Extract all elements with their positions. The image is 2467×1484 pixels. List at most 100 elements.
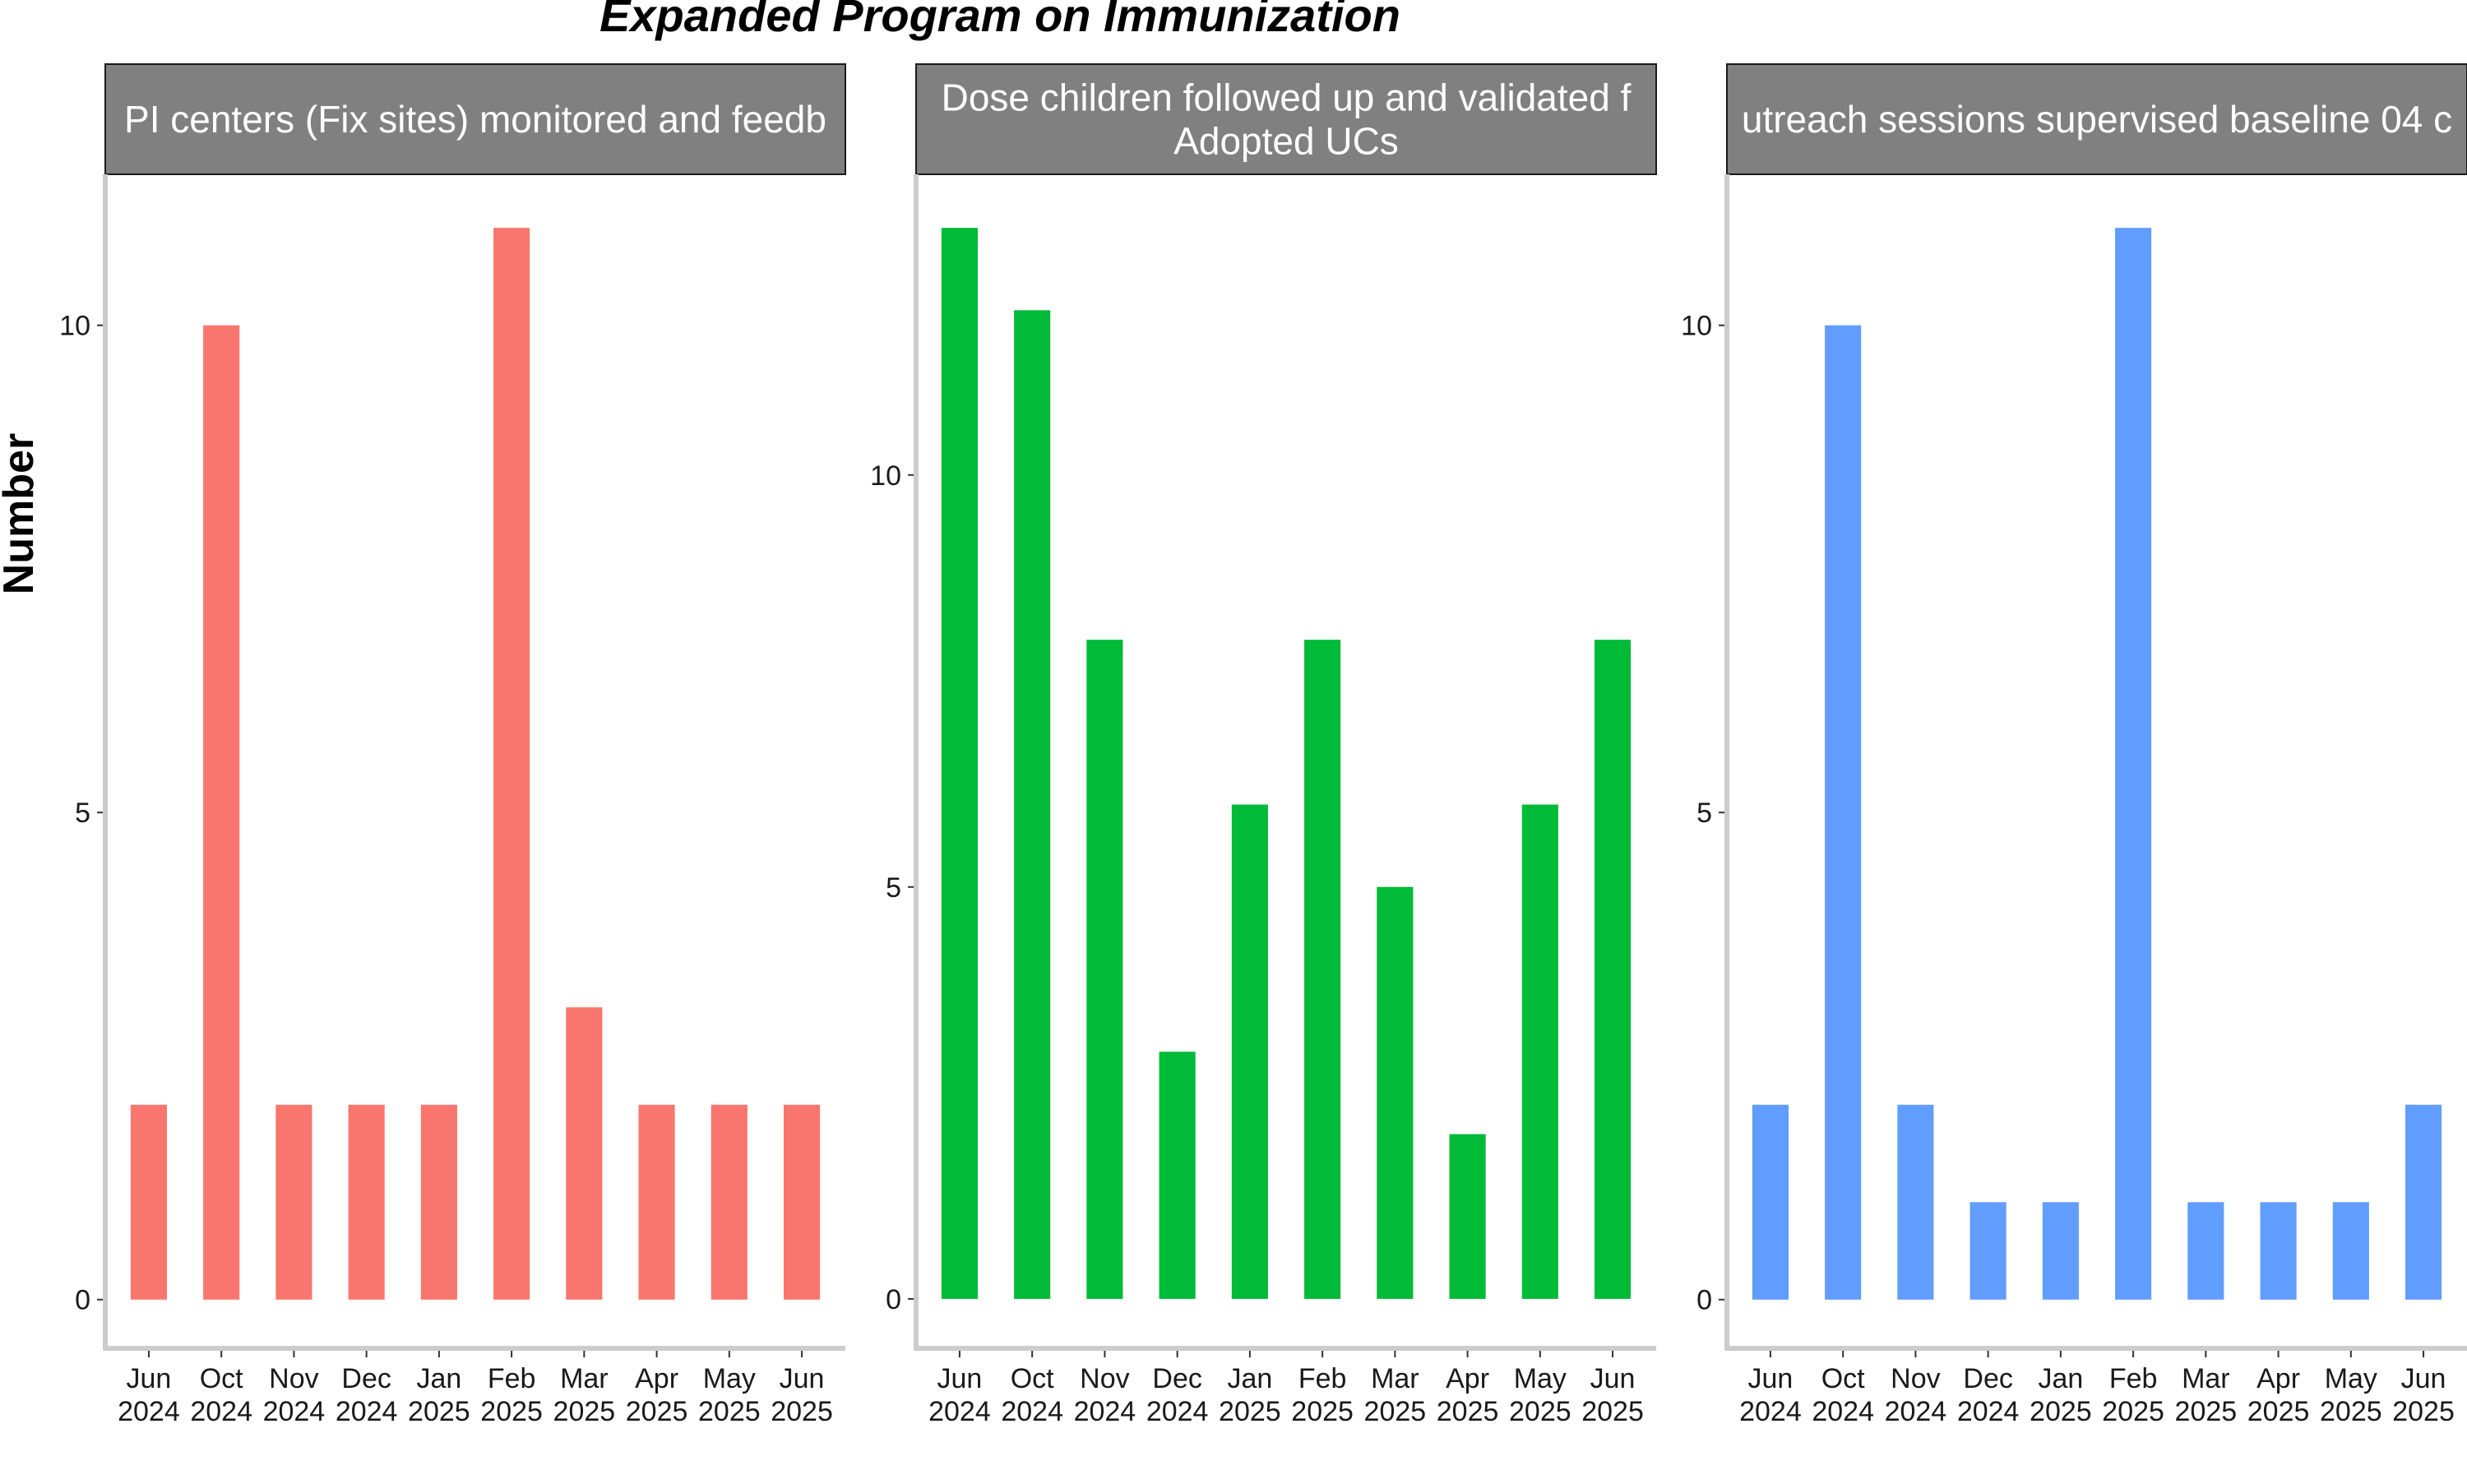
bar <box>784 1104 821 1300</box>
y-tick-label: 5 <box>1696 797 1712 829</box>
y-tick-label: 5 <box>886 872 901 904</box>
x-tick-label: 2025 <box>553 1396 616 1427</box>
bar <box>203 325 240 1300</box>
x-tick-label: Nov <box>1891 1363 1940 1394</box>
x-tick-label: Jun <box>2401 1363 2446 1394</box>
bar <box>1969 1202 2006 1300</box>
x-tick-label: 2025 <box>626 1396 688 1427</box>
x-tick-label: 2025 <box>2392 1396 2455 1427</box>
x-tick-label: Jan <box>416 1363 461 1394</box>
x-tick-label: 2025 <box>2102 1396 2164 1427</box>
bar <box>2260 1202 2297 1300</box>
facet-panels: PI centers (Fix sites) monitored and fee… <box>59 63 2467 1427</box>
facet-strip <box>1726 63 2467 175</box>
facet-panel-2: Dose children followed up and validated … <box>870 63 1657 1427</box>
x-tick-label: Jun <box>780 1363 825 1394</box>
bar <box>1231 804 1268 1299</box>
x-tick-label: Dec <box>1963 1363 2012 1394</box>
x-tick-label: 2025 <box>1291 1396 1354 1427</box>
facet-strip-label: PI centers (Fix sites) monitored and fee… <box>124 98 826 141</box>
x-tick-label: 2025 <box>1364 1396 1427 1427</box>
x-tick-label: 2024 <box>190 1396 252 1427</box>
bar <box>348 1104 385 1300</box>
x-tick-label: 2025 <box>2247 1396 2310 1427</box>
x-tick-label: May <box>703 1363 756 1394</box>
x-tick-label: Feb <box>2109 1363 2158 1394</box>
facet-panel-3: utreach sessions supervised baseline 04 … <box>1681 63 2467 1427</box>
bar <box>2187 1202 2224 1300</box>
chart-title: Expanded Program on Immunization <box>599 0 1400 41</box>
x-tick-label: 2024 <box>1812 1396 1874 1427</box>
bar <box>1159 1052 1196 1299</box>
x-tick-label: 2024 <box>118 1396 180 1427</box>
x-tick-label: 2024 <box>336 1396 398 1427</box>
bar <box>130 1104 167 1300</box>
bar <box>1521 804 1558 1299</box>
x-tick-label: Nov <box>1080 1363 1129 1394</box>
x-tick-label: Apr <box>635 1363 678 1394</box>
x-tick-label: Mar <box>2182 1363 2230 1394</box>
bar <box>2042 1202 2079 1300</box>
y-tick-label: 0 <box>886 1284 901 1315</box>
x-tick-label: 2025 <box>2320 1396 2382 1427</box>
bar <box>275 1104 312 1300</box>
x-tick-label: 2025 <box>480 1396 543 1427</box>
x-tick-label: Jun <box>127 1363 172 1394</box>
x-tick-label: 2025 <box>698 1396 761 1427</box>
x-tick-label: 2024 <box>1885 1396 1947 1427</box>
x-tick-label: 2024 <box>1957 1396 2020 1427</box>
x-tick-label: Mar <box>560 1363 609 1394</box>
x-tick-label: 2025 <box>1219 1396 1281 1427</box>
bar <box>566 1007 603 1300</box>
y-tick-label: 10 <box>870 460 901 492</box>
x-tick-label: Feb <box>1298 1363 1347 1394</box>
y-tick-label: 5 <box>75 797 90 829</box>
x-tick-label: Jan <box>2038 1363 2083 1394</box>
x-tick-label: Jan <box>1227 1363 1272 1394</box>
x-tick-label: 2024 <box>1074 1396 1136 1427</box>
x-tick-label: 2025 <box>2175 1396 2238 1427</box>
bar <box>941 228 978 1299</box>
bar <box>2115 228 2152 1300</box>
x-tick-label: 2024 <box>263 1396 326 1427</box>
bar <box>1897 1104 1934 1300</box>
x-tick-label: Apr <box>2256 1363 2300 1394</box>
bar <box>2405 1104 2442 1300</box>
bar <box>638 1104 675 1300</box>
bar <box>1377 886 1414 1299</box>
x-tick-label: 2025 <box>1581 1396 1644 1427</box>
x-tick-label: Jun <box>937 1363 983 1394</box>
facet-strip <box>915 63 1657 175</box>
y-axis-label: Number <box>0 433 43 594</box>
x-tick-label: 2025 <box>2030 1396 2092 1427</box>
x-tick-label: Jun <box>1590 1363 1636 1394</box>
x-tick-label: 2024 <box>928 1396 991 1427</box>
x-tick-label: May <box>1514 1363 1567 1394</box>
x-tick-label: 2025 <box>1509 1396 1571 1427</box>
bar <box>2332 1202 2369 1300</box>
x-tick-label: Feb <box>488 1363 536 1394</box>
y-tick-label: 10 <box>1681 311 1712 342</box>
x-tick-label: Oct <box>1011 1363 1054 1394</box>
x-tick-label: Nov <box>269 1363 318 1394</box>
x-tick-label: 2024 <box>1146 1396 1209 1427</box>
facet-strip-label: utreach sessions supervised baseline 04 … <box>1742 98 2452 141</box>
bar <box>710 1104 748 1300</box>
bar <box>1086 640 1123 1299</box>
x-tick-label: Dec <box>341 1363 391 1394</box>
bar <box>1752 1104 1789 1300</box>
x-tick-label: Apr <box>1446 1363 1489 1394</box>
facet-strip-label: Adopted UCs <box>1173 120 1399 163</box>
y-tick-label: 0 <box>1696 1285 1712 1316</box>
bar <box>493 228 530 1300</box>
facet-strip <box>104 63 846 175</box>
bar <box>1014 310 1051 1299</box>
y-tick-label: 0 <box>75 1285 90 1316</box>
facet-strip-label: Dose children followed up and validated … <box>942 76 1632 119</box>
bar <box>420 1104 457 1300</box>
bar <box>1595 640 1632 1299</box>
x-tick-label: Dec <box>1152 1363 1201 1394</box>
x-tick-label: Jun <box>1748 1363 1794 1394</box>
